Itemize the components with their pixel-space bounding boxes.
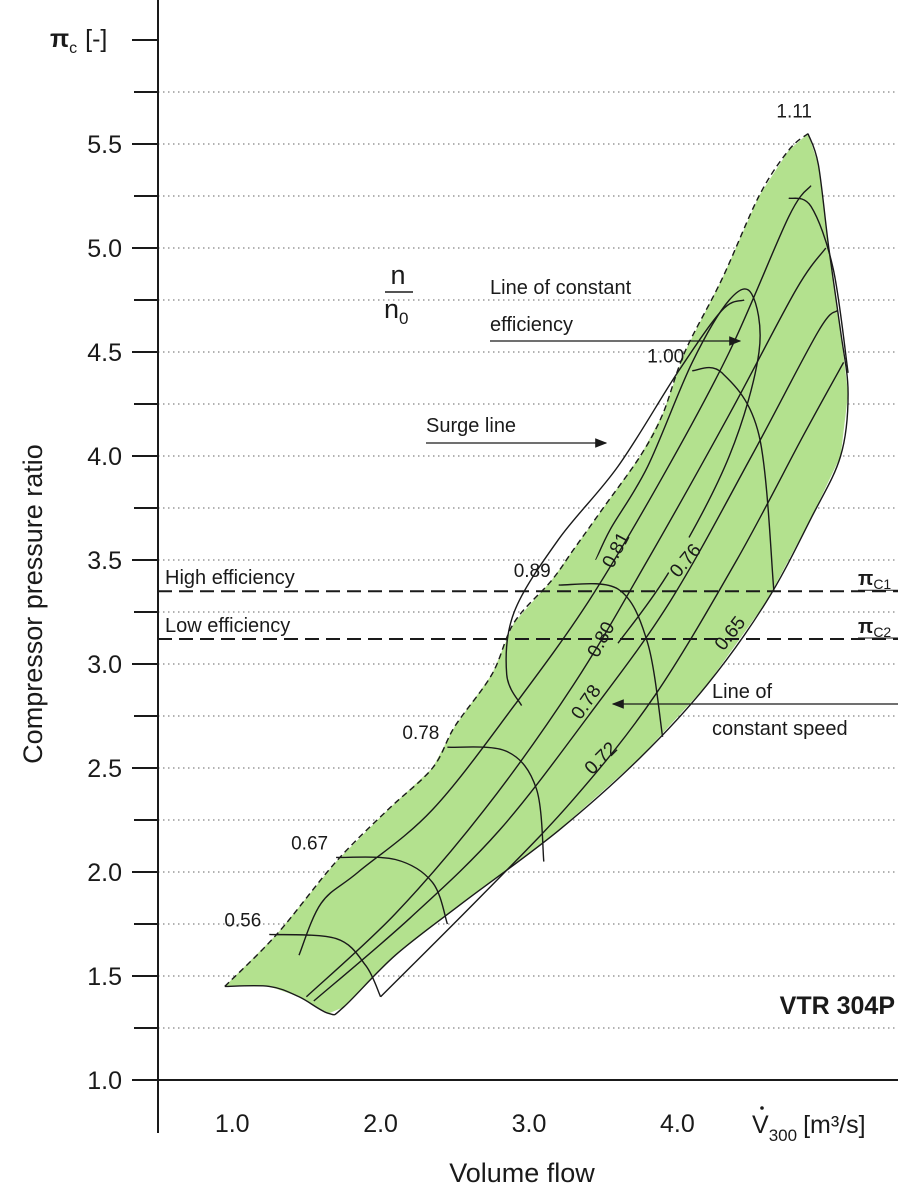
annotation-constant-efficiency: Line of constant efficiency <box>490 277 742 346</box>
efficiency-label-bg <box>595 526 634 572</box>
speed-line-label: 1.11 <box>776 102 812 123</box>
map-boundary <box>224 133 849 1016</box>
const-speed-text-1: Line of <box>712 681 772 703</box>
y-symbol: π <box>50 25 69 53</box>
const-speed-text-2: constant speed <box>712 718 848 740</box>
speed-line-label: 1.00 <box>647 347 684 368</box>
speed-line-label: 0.56 <box>224 910 261 931</box>
efficiency-line-0-65 <box>380 362 845 998</box>
surge-line-text: Surge line <box>426 415 516 437</box>
y-tick-label: 5.5 <box>87 131 122 159</box>
svg-text:V300[m³/s]: V300 [m³/s] <box>752 1111 866 1145</box>
reference-line-label: High efficiency <box>165 567 295 589</box>
x-symbol-sub: 300 <box>769 1126 797 1145</box>
y-tick-label: 3.5 <box>87 547 122 575</box>
y-axis-unit: πc [-] <box>50 25 107 57</box>
efficiency-label-bg <box>564 678 606 724</box>
x-tick-label: 3.0 <box>512 1110 547 1138</box>
efficiency-label-bg <box>577 734 622 779</box>
efficiency-line-0-72 <box>313 309 839 1002</box>
speed-line-0-67 <box>336 856 449 925</box>
x-axis-title: Volume flow <box>449 1158 595 1188</box>
y-tick-label: 1.5 <box>87 963 122 991</box>
y-unit-label: [-] <box>85 25 107 53</box>
y-tick-label: 2.0 <box>87 859 122 887</box>
annotation-surge-line: Surge line <box>426 415 608 448</box>
efficiency-line-0-80 <box>505 299 745 706</box>
speed-ratio-numerator: n <box>390 260 405 290</box>
annotation-constant-speed: Line of constant speed <box>611 681 898 740</box>
speed-line-label: 0.67 <box>291 833 328 854</box>
speed-line-1-00 <box>692 366 775 592</box>
y-tick-label: 2.5 <box>87 755 122 783</box>
reference-line-symbol: πC2 <box>858 616 891 640</box>
speed-ratio-label: n n0 <box>384 260 413 328</box>
y-tick-label: 4.5 <box>87 339 122 367</box>
model-label: VTR 304P <box>780 992 895 1020</box>
map-region <box>224 133 849 1016</box>
y-ticks: 1.0 1.5 2.0 2.5 3.0 3.5 4.0 4.5 5.0 5.5 <box>87 39 158 1095</box>
efficiency-label-bg <box>707 609 750 655</box>
y-tick-label: 5.0 <box>87 235 122 263</box>
x-unit-label: [m³/s] <box>803 1111 866 1139</box>
x-symbol-dot <box>760 1106 764 1110</box>
x-tick-label: 4.0 <box>660 1110 695 1138</box>
x-ticks: 1.0 2.0 3.0 4.0 <box>215 1110 695 1138</box>
speed-ratio-denominator: n0 <box>384 294 409 328</box>
efficiency-label-bg <box>662 536 706 582</box>
reference-line-label: Low efficiency <box>165 615 290 637</box>
speed-line-0-56 <box>269 933 382 998</box>
speed-line-0-89 <box>558 582 664 737</box>
const-eff-text-1: Line of constant <box>490 277 632 299</box>
map-fill <box>224 133 849 1014</box>
surge-line-group <box>224 133 809 987</box>
const-eff-text-2: efficiency <box>490 314 573 336</box>
reference-line-symbol: πC1 <box>858 568 891 592</box>
y-tick-label: 4.0 <box>87 443 122 471</box>
speed-lines: 0.56 0.67 0.78 0.89 1.00 1.11 <box>224 102 849 998</box>
efficiency-line-0-81 <box>595 288 761 644</box>
x-axis-unit: V300 [m³/s] <box>752 1106 866 1145</box>
reference-lines: High efficiency πC1 Low efficiency πC2 <box>158 567 898 641</box>
x-tick-label: 2.0 <box>363 1110 398 1138</box>
speed-line-1-11 <box>788 197 849 373</box>
efficiency-line-0-76 <box>305 247 827 998</box>
x-tick-label: 1.0 <box>215 1110 250 1138</box>
y-tick-label: 1.0 <box>87 1067 122 1095</box>
speed-line-0-78 <box>447 746 545 862</box>
efficiency-line-0-78 <box>298 185 812 956</box>
y-axis-title: Compressor pressure ratio <box>18 444 48 764</box>
surge-line <box>224 133 809 987</box>
speed-line-label: 0.78 <box>402 723 439 744</box>
y-tick-label: 3.0 <box>87 651 122 679</box>
y-symbol-sub: c <box>69 40 77 57</box>
speed-line-label: 0.89 <box>514 561 551 582</box>
x-symbol: V <box>752 1111 769 1139</box>
